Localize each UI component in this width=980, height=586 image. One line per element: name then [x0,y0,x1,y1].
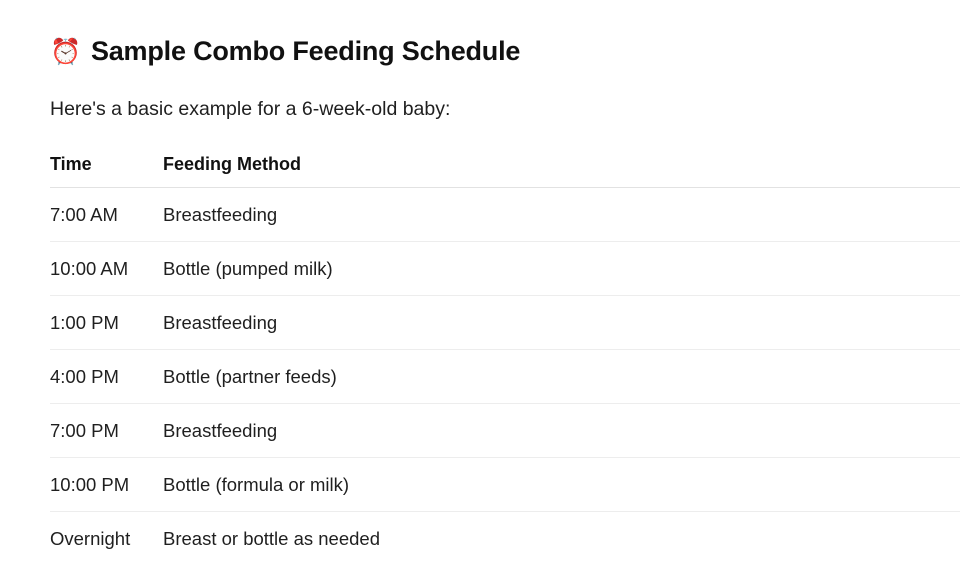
cell-time: 4:00 PM [50,349,163,404]
table-row: 1:00 PM Breastfeeding [50,295,960,350]
table-row: 10:00 AM Bottle (pumped milk) [50,241,960,296]
table-row: 4:00 PM Bottle (partner feeds) [50,349,960,404]
table-body: 7:00 AM Breastfeeding 10:00 AM Bottle (p… [50,187,960,566]
cell-feeding-method: Bottle (formula or milk) [163,457,960,512]
table-row: 10:00 PM Bottle (formula or milk) [50,457,960,512]
cell-time: 1:00 PM [50,295,163,350]
table-row: 7:00 PM Breastfeeding [50,403,960,458]
page-title-text: Sample Combo Feeding Schedule [90,36,521,66]
table-row: 7:00 AM Breastfeeding [50,187,960,242]
cell-time: 7:00 PM [50,403,163,458]
cell-time: 10:00 PM [50,457,163,512]
table-header-row: Time Feeding Method [50,152,960,188]
cell-feeding-method: Bottle (pumped milk) [163,241,960,296]
intro-paragraph: Here's a basic example for a 6-week-old … [50,98,451,120]
cell-time: 10:00 AM [50,241,163,296]
page-title: ⏰ Sample Combo Feeding Schedule [50,0,960,68]
feeding-schedule-table: Time Feeding Method 7:00 AM Breastfeedin… [50,152,960,565]
table-header: Time Feeding Method [50,152,960,188]
column-header-feeding-method: Feeding Method [163,152,960,188]
column-header-time: Time [50,152,163,188]
cell-feeding-method: Breast or bottle as needed [163,528,381,549]
alarm-clock-icon: ⏰ [50,37,81,66]
cell-time: 7:00 AM [50,187,163,242]
cell-feeding-method: Breastfeeding [163,187,960,242]
cell-feeding-method: Breastfeeding [163,295,960,350]
cell-feeding-method: Bottle (partner feeds) [163,349,960,404]
cell-feeding-method: Breastfeeding [163,403,960,458]
table-row: Overnight Breast or bottle as needed [50,512,960,566]
cell-time: Overnight [50,528,131,549]
